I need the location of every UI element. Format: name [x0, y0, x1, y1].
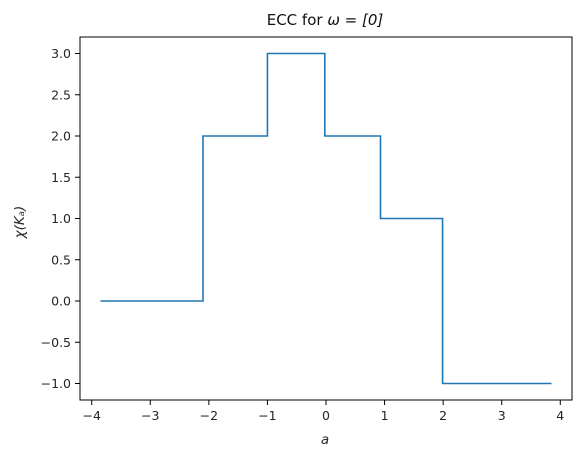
x-tick-label: −1: [258, 408, 276, 423]
x-tick-label: −2: [200, 408, 218, 423]
y-tick-label: −0.5: [41, 335, 71, 350]
x-axis-label: a: [321, 432, 329, 448]
y-tick-label: 1.0: [51, 211, 71, 226]
y-tick-label: 2.5: [51, 87, 71, 102]
axes-frame: [79, 36, 573, 401]
x-tick-label: 4: [556, 408, 564, 423]
x-tick-label: 2: [439, 408, 447, 423]
x-tick-label: 0: [322, 408, 330, 423]
y-tick-label: 1.5: [51, 170, 71, 185]
chart-title-text: ECC for: [267, 11, 328, 29]
y-tick-label: 0.5: [51, 252, 71, 267]
y-tick-label: 2.0: [51, 129, 71, 144]
y-tick-label: 0.0: [51, 294, 71, 309]
y-axis-label: χ(Kₐ): [12, 206, 28, 240]
y-tick-label: 3.0: [51, 46, 71, 61]
ecc-step-line: [100, 52, 552, 385]
chart-title: ECC for ω = [0]: [267, 11, 384, 29]
x-tick-label: 1: [381, 408, 389, 423]
x-tick-label: 3: [498, 408, 506, 423]
x-tick-label: −3: [141, 408, 159, 423]
chart-title-math: ω = [0]: [327, 11, 383, 29]
x-tick-label: −4: [82, 408, 100, 423]
y-tick-label: −1.0: [41, 376, 71, 391]
plot-area: −4 −3 −2 −1 0 1 2 3 4 −1.0 −0.5 0.0 0.5 1.0 1.5 2.0 2.5 3…: [41, 36, 573, 423]
